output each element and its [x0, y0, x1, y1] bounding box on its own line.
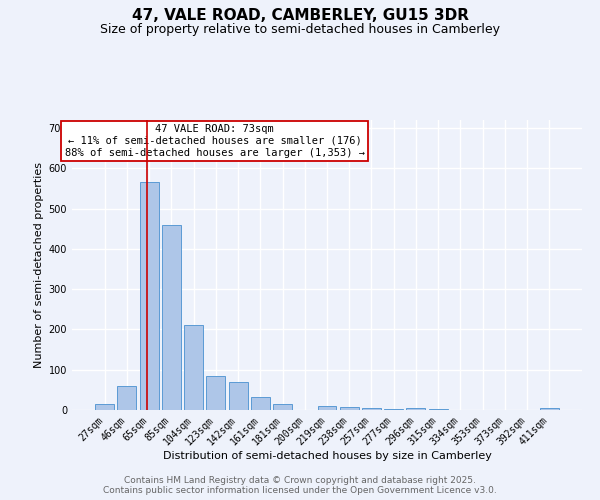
- Bar: [273, 404, 292, 410]
- Bar: [251, 397, 270, 410]
- Bar: [406, 408, 425, 410]
- Bar: [162, 224, 181, 410]
- Bar: [340, 407, 359, 410]
- Text: 47 VALE ROAD: 73sqm
← 11% of semi-detached houses are smaller (176)
88% of semi-: 47 VALE ROAD: 73sqm ← 11% of semi-detach…: [65, 124, 365, 158]
- Text: 47, VALE ROAD, CAMBERLEY, GU15 3DR: 47, VALE ROAD, CAMBERLEY, GU15 3DR: [131, 8, 469, 22]
- Bar: [540, 408, 559, 410]
- Y-axis label: Number of semi-detached properties: Number of semi-detached properties: [34, 162, 44, 368]
- Bar: [118, 386, 136, 410]
- Bar: [206, 376, 225, 410]
- Bar: [184, 326, 203, 410]
- Bar: [429, 409, 448, 410]
- Text: Size of property relative to semi-detached houses in Camberley: Size of property relative to semi-detach…: [100, 22, 500, 36]
- Bar: [384, 409, 403, 410]
- Bar: [229, 382, 248, 410]
- Bar: [362, 408, 381, 410]
- Text: Contains HM Land Registry data © Crown copyright and database right 2025.
Contai: Contains HM Land Registry data © Crown c…: [103, 476, 497, 495]
- Bar: [317, 406, 337, 410]
- Bar: [140, 182, 158, 410]
- Bar: [95, 404, 114, 410]
- X-axis label: Distribution of semi-detached houses by size in Camberley: Distribution of semi-detached houses by …: [163, 451, 491, 461]
